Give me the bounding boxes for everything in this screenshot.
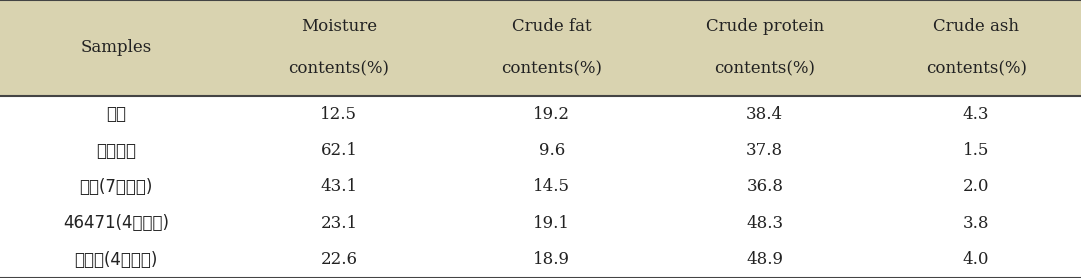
Text: 9.6: 9.6 bbox=[538, 142, 565, 159]
Text: 46471(4주발효): 46471(4주발효) bbox=[63, 214, 170, 232]
Text: 48.9: 48.9 bbox=[746, 251, 784, 268]
Text: 12.5: 12.5 bbox=[320, 106, 358, 123]
Text: 증자대두: 증자대두 bbox=[96, 142, 136, 160]
Text: Crude protein: Crude protein bbox=[706, 18, 824, 35]
Text: Samples: Samples bbox=[81, 39, 151, 56]
Text: 14.5: 14.5 bbox=[533, 178, 571, 195]
Text: contents(%): contents(%) bbox=[715, 61, 815, 78]
Text: 3.8: 3.8 bbox=[963, 215, 989, 232]
Text: 남안동(4주발효): 남안동(4주발효) bbox=[75, 251, 158, 269]
Text: 19.2: 19.2 bbox=[533, 106, 571, 123]
Text: Moisture: Moisture bbox=[301, 18, 377, 35]
Text: 대두: 대두 bbox=[106, 105, 126, 123]
Text: contents(%): contents(%) bbox=[925, 61, 1027, 78]
Text: 43.1: 43.1 bbox=[320, 178, 358, 195]
Text: contents(%): contents(%) bbox=[289, 61, 389, 78]
Text: 19.1: 19.1 bbox=[533, 215, 571, 232]
Text: Crude ash: Crude ash bbox=[933, 18, 1019, 35]
Text: 22.6: 22.6 bbox=[320, 251, 358, 268]
Text: 메주(7일발효): 메주(7일발효) bbox=[80, 178, 152, 196]
Bar bbox=[0, 0, 1081, 96]
Text: 38.4: 38.4 bbox=[746, 106, 784, 123]
Text: 18.9: 18.9 bbox=[533, 251, 571, 268]
Text: 4.0: 4.0 bbox=[963, 251, 989, 268]
Text: 4.3: 4.3 bbox=[963, 106, 989, 123]
Text: 37.8: 37.8 bbox=[746, 142, 784, 159]
Text: 36.8: 36.8 bbox=[746, 178, 784, 195]
Text: 62.1: 62.1 bbox=[320, 142, 358, 159]
Text: contents(%): contents(%) bbox=[502, 61, 602, 78]
Text: 1.5: 1.5 bbox=[963, 142, 989, 159]
Text: 23.1: 23.1 bbox=[320, 215, 358, 232]
Text: 48.3: 48.3 bbox=[746, 215, 784, 232]
Text: Crude fat: Crude fat bbox=[512, 18, 591, 35]
Text: 2.0: 2.0 bbox=[963, 178, 989, 195]
